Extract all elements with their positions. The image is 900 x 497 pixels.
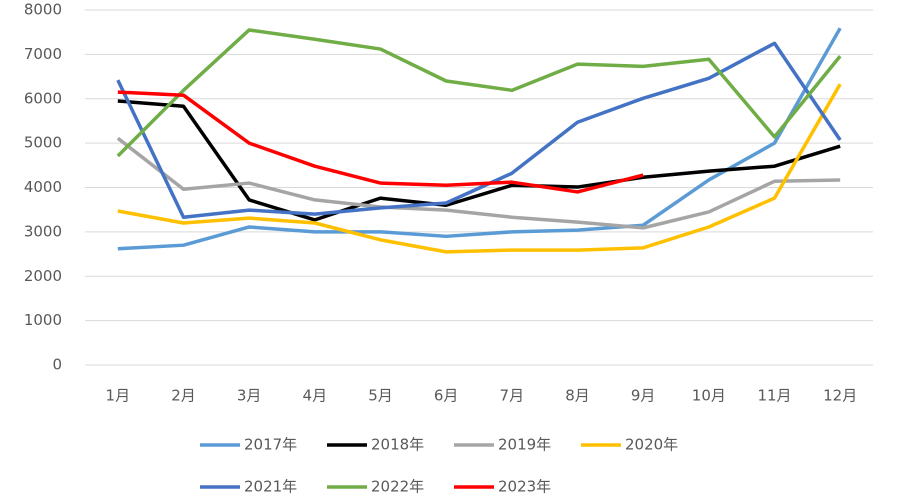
- y-tick-label: 7000: [24, 45, 62, 63]
- series-line: [117, 27, 842, 251]
- y-tick-label: 4000: [24, 178, 62, 196]
- y-tick-label: 2000: [24, 267, 62, 285]
- x-tick-label: 7月: [500, 387, 525, 405]
- series-line: [117, 90, 644, 194]
- y-tick-label: 1000: [24, 311, 62, 329]
- y-tick-label: 0: [52, 356, 62, 374]
- y-tick-label: 5000: [24, 134, 62, 152]
- x-tick-label: 10月: [692, 387, 726, 405]
- x-tick-label: 1月: [106, 387, 131, 405]
- series-line: [117, 83, 842, 254]
- legend-label: 2020年: [625, 436, 678, 454]
- x-tick-label: 3月: [237, 387, 262, 405]
- legend-label: 2023年: [498, 478, 551, 496]
- series-line: [116, 41, 842, 219]
- legend-label: 2018年: [371, 436, 424, 454]
- series-line: [116, 136, 841, 230]
- y-tick-label: 8000: [24, 1, 62, 19]
- legend-label: 2021年: [244, 478, 297, 496]
- x-tick-label: 9月: [631, 387, 656, 405]
- legend-label: 2022年: [371, 478, 424, 496]
- x-tick-label: 8月: [565, 387, 590, 405]
- series-line: [116, 28, 842, 158]
- x-tick-label: 6月: [434, 387, 459, 405]
- x-tick-label: 4月: [303, 387, 328, 405]
- x-tick-label: 2月: [171, 387, 196, 405]
- legend-label: 2019年: [498, 436, 551, 454]
- legend-label: 2017年: [244, 436, 297, 454]
- y-tick-label: 6000: [24, 89, 62, 107]
- y-tick-label: 3000: [24, 222, 62, 240]
- x-tick-label: 11月: [757, 387, 791, 405]
- x-tick-label: 5月: [368, 387, 393, 405]
- x-tick-label: 12月: [823, 387, 857, 405]
